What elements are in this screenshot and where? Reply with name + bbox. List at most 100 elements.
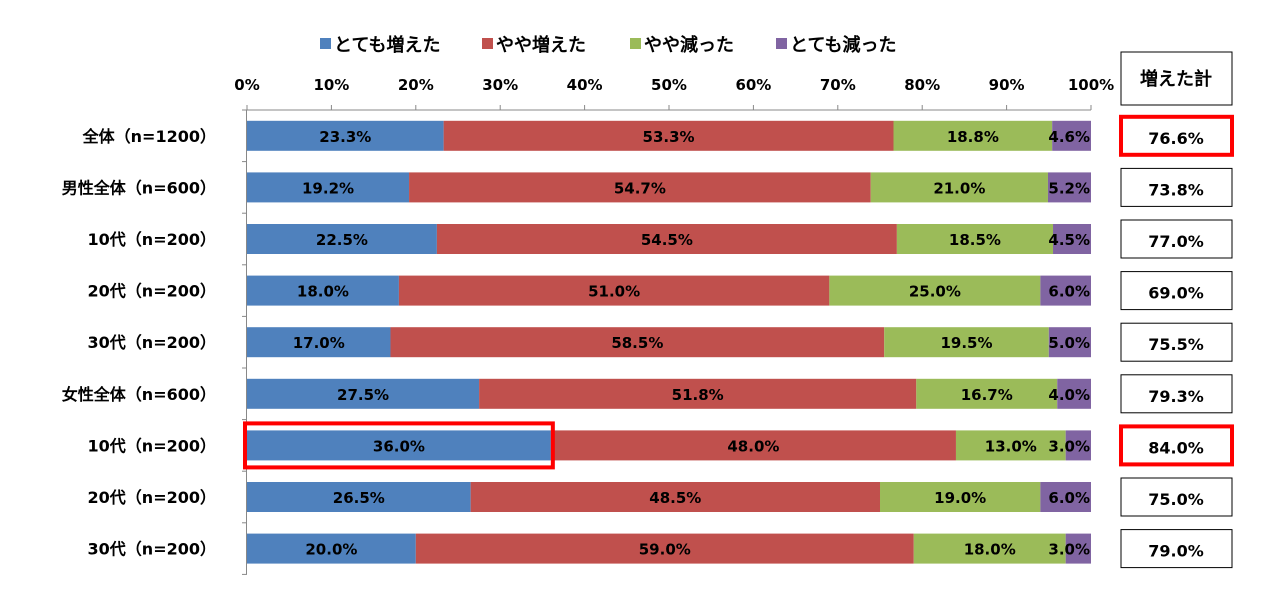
data-label: 51.8% (672, 386, 724, 404)
x-tick-label: 40% (567, 76, 603, 94)
data-label: 19.5% (940, 334, 992, 352)
bar-segment-0 (247, 172, 410, 203)
total-box (1120, 219, 1233, 259)
data-label: 22.5% (316, 231, 368, 249)
bar-segment-2 (880, 482, 1041, 512)
bar-segment-1 (470, 482, 880, 512)
bar-segment-3 (1047, 172, 1091, 203)
category-label: 20代（n=200） (88, 488, 216, 507)
bar-segment-3 (1048, 327, 1091, 358)
legend-swatch-2 (630, 38, 641, 49)
data-label: 18.0% (964, 541, 1016, 559)
bar-segment-3 (1040, 275, 1091, 306)
bar-segment-2 (829, 275, 1041, 306)
bar-segment-3 (1053, 224, 1091, 254)
highlight-box (243, 421, 555, 470)
bar-segment-0 (247, 378, 480, 409)
bar-segment-0 (247, 120, 444, 151)
x-tick-label: 20% (398, 76, 434, 94)
category-label: 10代（n=200） (88, 436, 216, 455)
x-tick-label: 70% (820, 76, 856, 94)
total-box (1120, 322, 1233, 362)
bar-segment-1 (436, 224, 897, 254)
bar-segment-0 (247, 224, 437, 254)
data-label: 4.6% (1048, 128, 1090, 146)
totals-header: 増えた計 (1140, 68, 1212, 90)
category-label: 30代（n=200） (88, 333, 216, 352)
data-label: 16.7% (961, 386, 1013, 404)
bar-segment-2 (955, 430, 1066, 461)
total-value: 79.0% (1148, 542, 1204, 561)
bar-segment-3 (1040, 482, 1091, 512)
data-label: 25.0% (909, 283, 961, 301)
category-label: 全体（n=1200） (82, 127, 216, 146)
total-box (1120, 167, 1233, 207)
bar-segment-3 (1052, 120, 1091, 151)
data-label: 27.5% (337, 386, 389, 404)
data-label: 53.3% (643, 128, 695, 146)
data-label: 5.0% (1048, 334, 1090, 352)
bar-segment-0 (247, 327, 391, 358)
data-label: 18.8% (947, 128, 999, 146)
legend-swatch-3 (776, 38, 787, 49)
legend-swatch-1 (482, 38, 493, 49)
x-tick-label: 60% (735, 76, 771, 94)
data-label: 26.5% (333, 489, 385, 507)
total-value: 84.0% (1148, 438, 1204, 457)
x-tick-label: 0% (234, 76, 259, 94)
data-label: 59.0% (639, 541, 691, 559)
data-label: 19.2% (302, 179, 354, 197)
data-label: 21.0% (933, 179, 985, 197)
x-tick-label: 80% (904, 76, 940, 94)
total-box (1120, 529, 1233, 569)
bar-segment-1 (415, 533, 914, 564)
data-label: 51.0% (588, 283, 640, 301)
total-box (1119, 424, 1234, 467)
data-label: 4.0% (1048, 386, 1090, 404)
data-label: 48.5% (649, 489, 701, 507)
data-label: 18.0% (297, 283, 349, 301)
data-label: 18.5% (949, 231, 1001, 249)
bar-segment-1 (398, 275, 830, 306)
bar-segment-0 (247, 482, 471, 512)
data-label: 20.0% (305, 541, 357, 559)
legend-swatch-0 (320, 38, 331, 49)
data-label: 5.2% (1048, 179, 1090, 197)
x-tick-label: 50% (651, 76, 687, 94)
bar-segment-2 (913, 533, 1066, 564)
x-tick-label: 90% (989, 76, 1025, 94)
total-value: 79.3% (1148, 387, 1204, 406)
total-value: 75.0% (1148, 490, 1204, 509)
total-box (1120, 271, 1233, 311)
data-label: 58.5% (611, 334, 663, 352)
bar-segment-1 (409, 172, 871, 203)
data-label: 13.0% (985, 437, 1037, 455)
data-label: 4.5% (1048, 231, 1090, 249)
bar-segment-0 (247, 275, 399, 306)
total-box (1120, 374, 1233, 414)
total-box (1119, 114, 1234, 157)
data-label: 3.0% (1048, 437, 1090, 455)
data-label: 17.0% (293, 334, 345, 352)
bar-segment-0 (247, 533, 416, 564)
total-value: 73.8% (1148, 180, 1204, 199)
bar-segment-3 (1057, 378, 1091, 409)
data-label: 19.0% (934, 489, 986, 507)
category-label: 女性全体（n=600） (62, 385, 216, 404)
legend-label-0: とても増えた (334, 34, 441, 56)
bar-segment-2 (893, 120, 1053, 151)
total-value: 69.0% (1148, 284, 1204, 303)
category-label: 男性全体（n=600） (62, 178, 216, 197)
data-label: 54.7% (614, 179, 666, 197)
data-label: 48.0% (727, 437, 779, 455)
total-value: 76.6% (1148, 129, 1204, 148)
data-label: 6.0% (1048, 489, 1090, 507)
bar-segment-2 (870, 172, 1048, 203)
bar-segment-2 (884, 327, 1049, 358)
bar-segment-2 (916, 378, 1058, 409)
legend-label-1: やや増えた (496, 34, 586, 56)
data-label: 36.0% (373, 437, 425, 455)
total-value: 77.0% (1148, 232, 1204, 251)
